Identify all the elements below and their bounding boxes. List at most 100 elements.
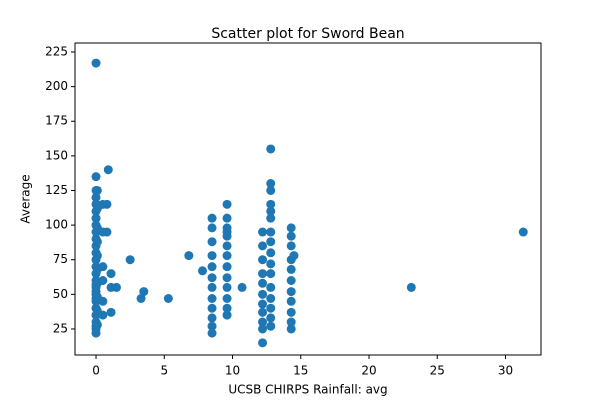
point <box>258 255 268 265</box>
point <box>286 287 296 297</box>
point <box>184 251 194 261</box>
x-tick-label: 20 <box>361 364 376 378</box>
point <box>197 266 207 276</box>
point <box>258 324 268 334</box>
point <box>222 227 232 237</box>
point <box>266 206 276 216</box>
point <box>286 241 296 251</box>
point <box>207 321 217 331</box>
point <box>91 172 101 182</box>
point <box>222 293 232 303</box>
point <box>258 317 268 327</box>
point <box>207 328 217 338</box>
point <box>207 293 217 303</box>
point <box>106 269 116 279</box>
x-tick-label: 25 <box>430 364 445 378</box>
point <box>111 282 121 292</box>
point <box>222 199 232 209</box>
point <box>266 269 276 279</box>
point <box>98 262 108 272</box>
point <box>406 282 416 292</box>
y-tick-label: 75 <box>53 252 68 266</box>
point <box>258 299 268 309</box>
point <box>222 273 232 283</box>
point <box>289 251 299 261</box>
point <box>266 321 276 331</box>
point <box>106 307 116 317</box>
point <box>258 241 268 251</box>
point <box>258 307 268 317</box>
y-axis-label: Average <box>19 174 33 223</box>
point <box>92 237 102 247</box>
point <box>207 251 217 261</box>
point <box>207 262 217 272</box>
point <box>222 262 232 272</box>
point <box>222 251 232 261</box>
point <box>266 293 276 303</box>
point <box>286 223 296 233</box>
point <box>258 338 268 348</box>
point <box>98 275 108 285</box>
point <box>518 227 528 237</box>
point <box>98 310 108 320</box>
point <box>286 275 296 285</box>
point <box>266 313 276 323</box>
y-tick-label: 25 <box>53 321 68 335</box>
point <box>286 296 296 306</box>
point <box>222 241 232 251</box>
point <box>286 231 296 241</box>
x-tick-label: 10 <box>225 364 240 378</box>
point <box>207 313 217 323</box>
y-tick-label: 200 <box>45 79 68 93</box>
point <box>258 289 268 299</box>
point <box>102 227 112 237</box>
point <box>163 293 173 303</box>
y-tick-label: 150 <box>45 148 68 162</box>
point <box>207 213 217 223</box>
plot-frame <box>74 42 542 356</box>
y-tick-label: 50 <box>53 287 68 301</box>
point <box>125 255 135 265</box>
x-axis-label: UCSB CHIRPS Rainfall: avg <box>228 383 387 397</box>
point <box>222 282 232 292</box>
point <box>266 282 276 292</box>
point <box>139 287 149 297</box>
point <box>286 264 296 274</box>
point <box>222 310 232 320</box>
point <box>266 237 276 247</box>
point <box>91 328 101 338</box>
point <box>91 192 101 202</box>
y-tick-label: 225 <box>45 45 68 59</box>
point <box>207 273 217 283</box>
point <box>286 324 296 334</box>
point <box>207 223 217 233</box>
point <box>266 185 276 195</box>
point <box>266 227 276 237</box>
point <box>91 213 101 223</box>
point <box>258 278 268 288</box>
point <box>266 259 276 269</box>
point <box>92 251 102 261</box>
point <box>266 179 276 189</box>
point <box>98 296 108 306</box>
point <box>266 199 276 209</box>
point <box>136 293 146 303</box>
x-tick-label: 15 <box>293 364 308 378</box>
point <box>222 213 232 223</box>
point <box>207 237 217 247</box>
point <box>266 213 276 223</box>
point <box>92 185 102 195</box>
point <box>103 165 113 175</box>
point <box>286 307 296 317</box>
point <box>258 269 268 279</box>
point <box>102 199 112 209</box>
point <box>222 303 232 313</box>
point <box>258 227 268 237</box>
point <box>266 248 276 258</box>
point <box>237 282 247 292</box>
chart-title: Scatter plot for Sword Bean <box>211 26 404 42</box>
point <box>207 282 217 292</box>
point <box>91 58 101 68</box>
point <box>266 303 276 313</box>
